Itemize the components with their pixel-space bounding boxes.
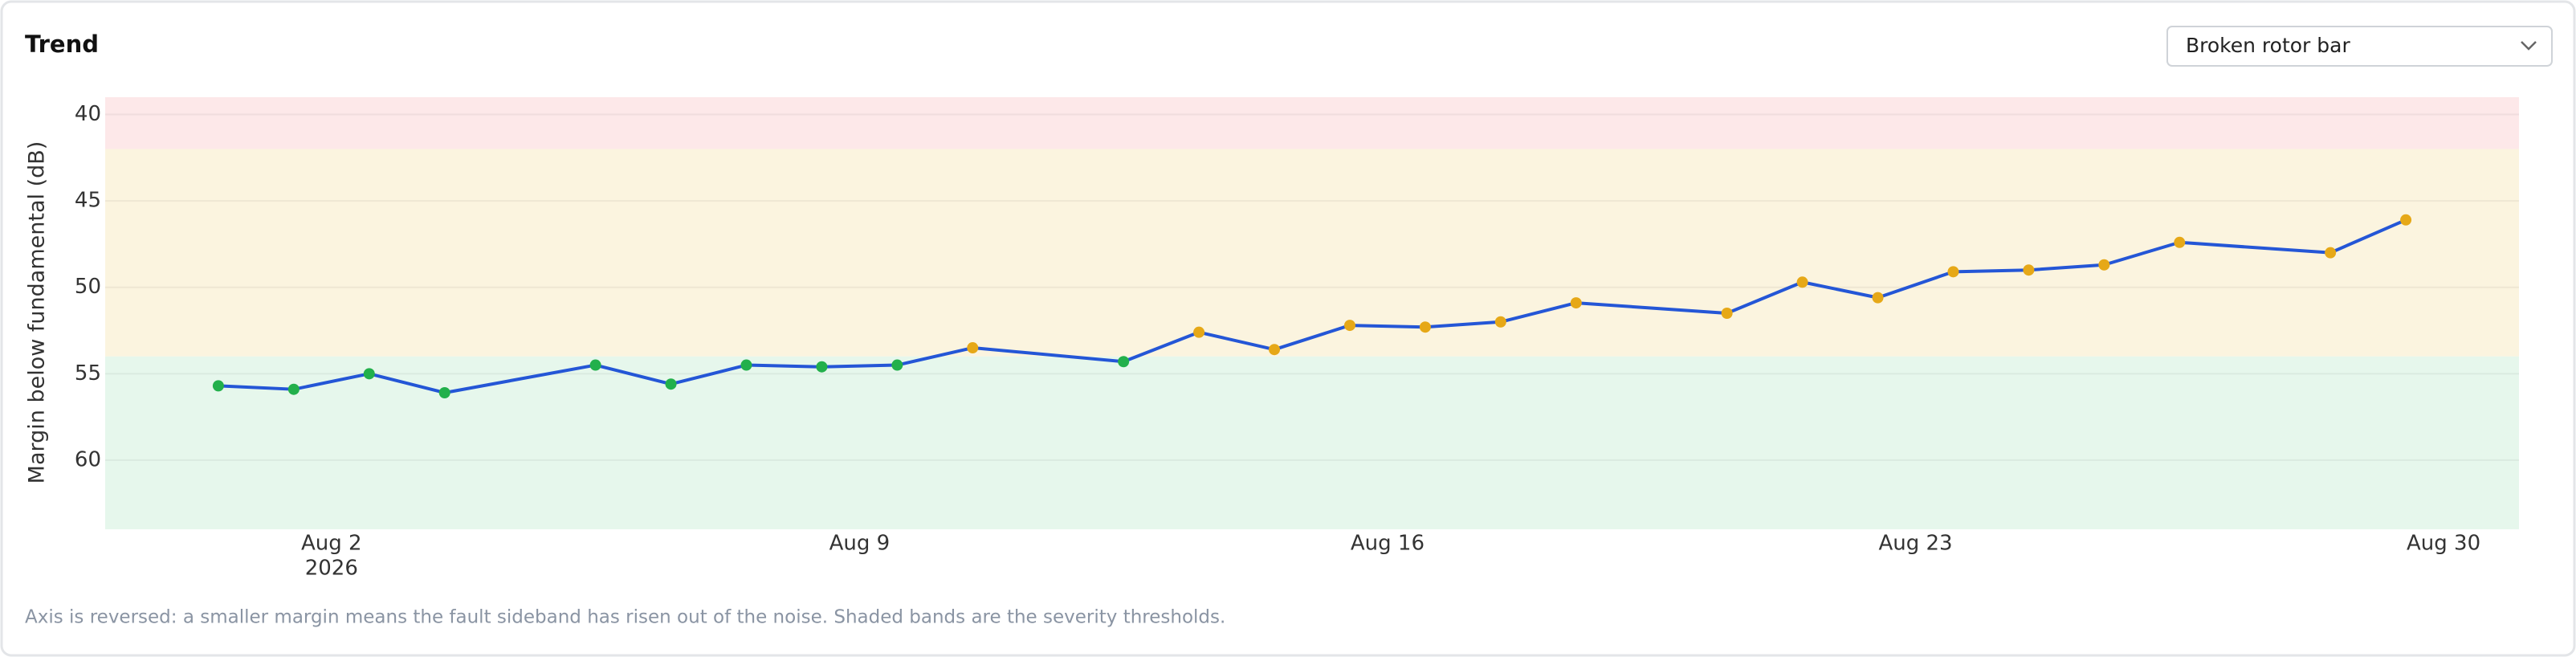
y-tick-label: 50 — [75, 275, 101, 299]
x-tick-label: Aug 9 — [829, 532, 891, 556]
severity-band — [105, 356, 2519, 529]
point — [1118, 356, 1130, 368]
point — [2098, 259, 2110, 271]
point — [1570, 297, 1582, 309]
point — [1269, 344, 1281, 356]
point — [2325, 247, 2337, 259]
point — [740, 359, 752, 371]
y-tick-label: 55 — [75, 361, 101, 386]
point — [1872, 292, 1884, 304]
point — [1796, 276, 1808, 288]
point — [891, 359, 903, 371]
dropdown-box[interactable] — [2166, 26, 2553, 67]
point — [1494, 316, 1506, 328]
point — [1947, 266, 1959, 278]
dropdown-value[interactable]: Broken rotor bar — [2186, 34, 2350, 57]
x-year-label: 2026 — [305, 557, 358, 581]
dropdown[interactable]: Broken rotor bar — [2166, 26, 2553, 67]
line — [218, 218, 2407, 394]
footnote: Axis is reversed: a smaller margin means… — [25, 607, 1225, 628]
point — [1419, 321, 1431, 333]
y-axis-title: Margin below fundamental (dB) — [25, 141, 50, 484]
x-tick-label: Aug 23 — [1878, 532, 1952, 556]
point — [2023, 264, 2035, 276]
x-tick-label: Aug 16 — [1351, 532, 1425, 556]
chart-title: Trend — [25, 31, 99, 58]
y-tick-label: 45 — [75, 189, 101, 213]
y-tick-label: 40 — [75, 102, 101, 126]
severity-band — [105, 97, 2519, 149]
severity-band — [105, 149, 2519, 357]
point — [212, 380, 224, 392]
point — [2400, 214, 2412, 226]
point — [287, 383, 300, 395]
y-tick-label: 60 — [75, 447, 101, 471]
point — [1721, 308, 1733, 319]
x-tick-label: Aug 30 — [2407, 532, 2480, 556]
point — [967, 342, 979, 354]
point — [363, 368, 375, 380]
dropdown-chevron[interactable] — [2521, 41, 2537, 51]
point — [1193, 326, 1205, 338]
point — [665, 378, 677, 390]
point — [2174, 236, 2186, 248]
point — [589, 359, 601, 371]
point — [1343, 320, 1355, 332]
x-tick-label: Aug 2 — [301, 532, 362, 556]
point — [816, 361, 828, 373]
point — [438, 386, 450, 398]
